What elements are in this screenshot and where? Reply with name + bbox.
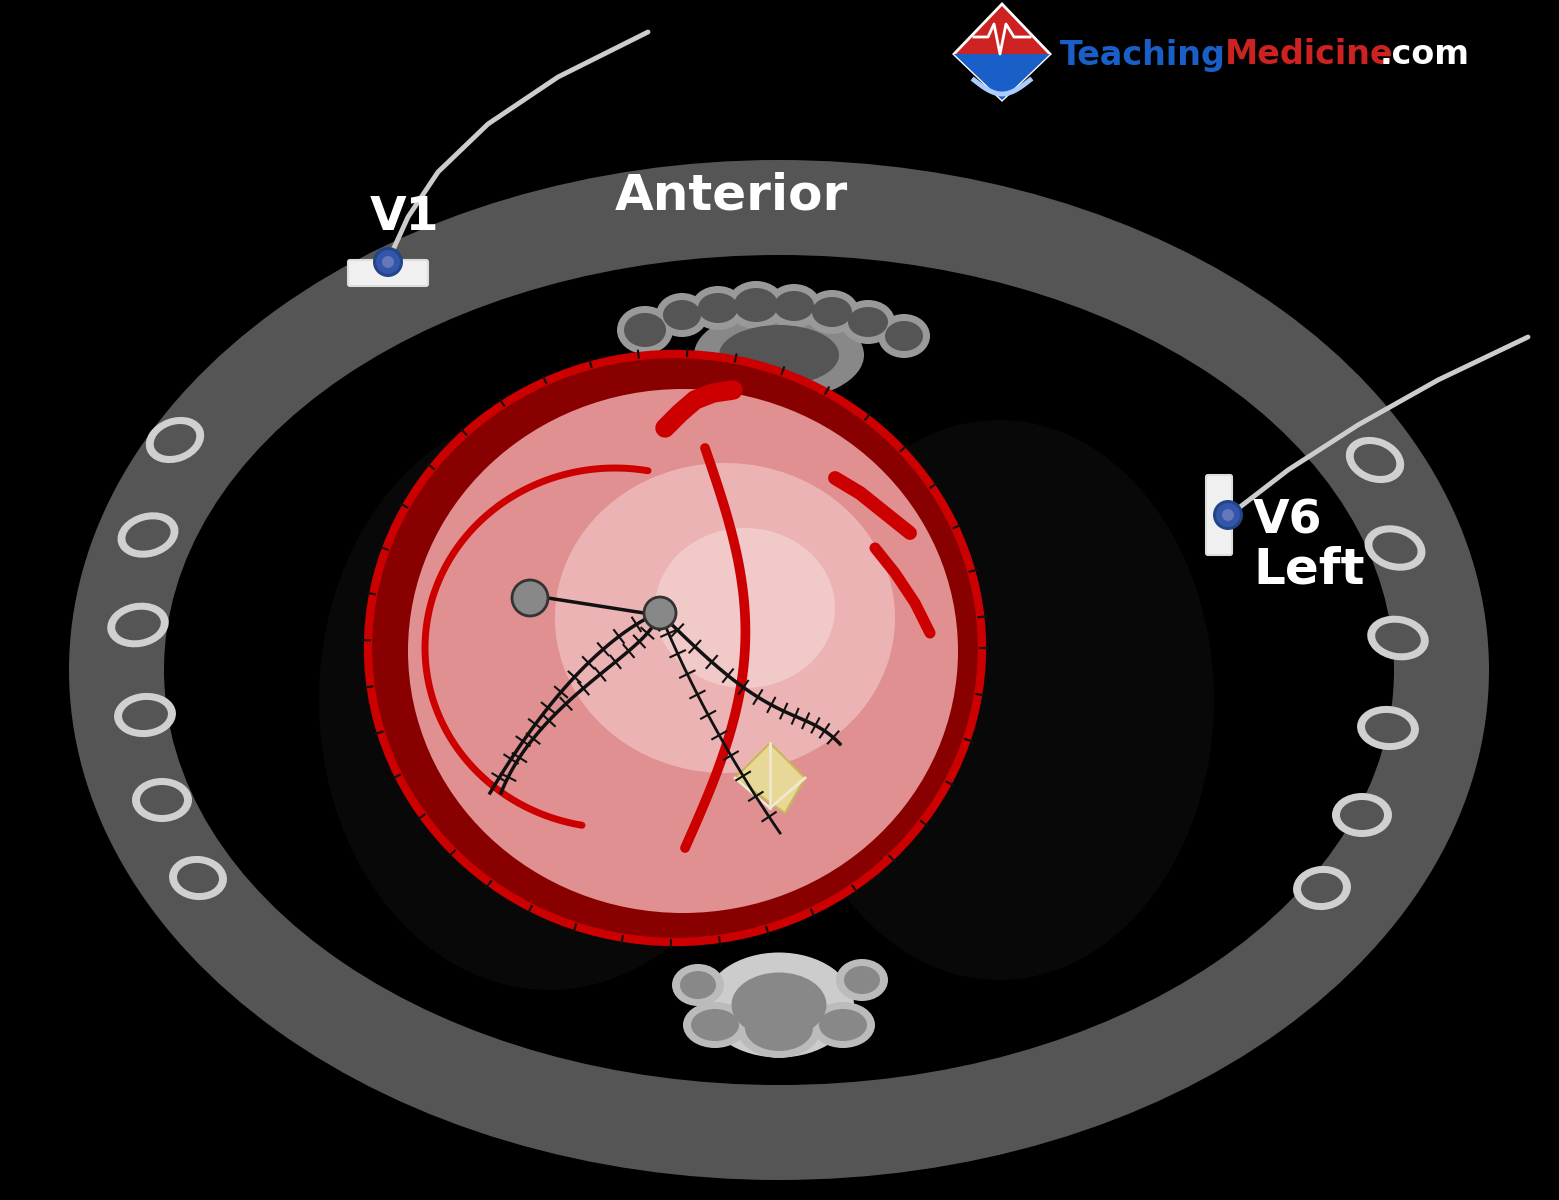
Ellipse shape xyxy=(408,389,957,913)
Polygon shape xyxy=(734,743,804,814)
Circle shape xyxy=(1216,503,1239,527)
Ellipse shape xyxy=(133,778,192,822)
Ellipse shape xyxy=(731,972,826,1038)
Ellipse shape xyxy=(745,1006,812,1051)
Ellipse shape xyxy=(1341,800,1384,830)
Ellipse shape xyxy=(691,1009,739,1040)
Ellipse shape xyxy=(694,310,864,400)
Ellipse shape xyxy=(125,520,170,551)
Ellipse shape xyxy=(843,966,879,994)
Ellipse shape xyxy=(767,284,822,328)
FancyBboxPatch shape xyxy=(348,260,429,286)
Ellipse shape xyxy=(117,512,178,558)
Ellipse shape xyxy=(178,863,218,893)
Ellipse shape xyxy=(663,300,702,330)
Circle shape xyxy=(511,580,549,616)
Ellipse shape xyxy=(804,290,859,334)
Ellipse shape xyxy=(1366,713,1411,743)
Ellipse shape xyxy=(1302,872,1342,904)
Ellipse shape xyxy=(848,307,889,337)
Ellipse shape xyxy=(683,1002,747,1048)
Ellipse shape xyxy=(1356,706,1419,750)
Text: Anterior: Anterior xyxy=(614,172,848,220)
Polygon shape xyxy=(954,4,1051,100)
Ellipse shape xyxy=(168,856,228,900)
Ellipse shape xyxy=(1353,444,1397,476)
FancyBboxPatch shape xyxy=(1207,475,1232,554)
Ellipse shape xyxy=(672,964,723,1006)
Ellipse shape xyxy=(818,1009,867,1040)
Ellipse shape xyxy=(1345,437,1405,484)
Ellipse shape xyxy=(655,528,836,688)
Ellipse shape xyxy=(705,953,854,1057)
Ellipse shape xyxy=(698,293,737,323)
Ellipse shape xyxy=(878,314,931,358)
Ellipse shape xyxy=(114,692,176,737)
Ellipse shape xyxy=(617,306,673,354)
Circle shape xyxy=(1213,500,1243,530)
Circle shape xyxy=(382,256,394,268)
Ellipse shape xyxy=(1364,526,1425,571)
Circle shape xyxy=(376,250,401,274)
Ellipse shape xyxy=(691,286,745,330)
Circle shape xyxy=(373,247,402,277)
Ellipse shape xyxy=(108,602,168,647)
Circle shape xyxy=(1222,509,1235,521)
Text: .com: .com xyxy=(1380,38,1470,72)
Ellipse shape xyxy=(69,160,1489,1180)
Ellipse shape xyxy=(122,700,168,730)
Ellipse shape xyxy=(773,290,814,320)
Text: V1: V1 xyxy=(369,194,440,240)
Ellipse shape xyxy=(1375,623,1420,653)
Ellipse shape xyxy=(811,1002,875,1048)
Ellipse shape xyxy=(784,420,1214,980)
Text: V6: V6 xyxy=(1253,498,1322,542)
Ellipse shape xyxy=(680,971,716,998)
Ellipse shape xyxy=(154,424,196,456)
Ellipse shape xyxy=(1372,533,1417,564)
Ellipse shape xyxy=(719,325,839,385)
Circle shape xyxy=(644,596,677,629)
Ellipse shape xyxy=(734,288,778,322)
Ellipse shape xyxy=(1331,793,1392,838)
Polygon shape xyxy=(954,54,1051,100)
Text: Teaching: Teaching xyxy=(1060,38,1225,72)
Ellipse shape xyxy=(555,463,895,773)
Ellipse shape xyxy=(624,313,666,347)
Ellipse shape xyxy=(840,300,895,344)
Ellipse shape xyxy=(836,959,889,1001)
Ellipse shape xyxy=(140,785,184,815)
Text: Left: Left xyxy=(1253,545,1364,593)
Ellipse shape xyxy=(320,410,780,990)
Ellipse shape xyxy=(812,296,853,326)
Ellipse shape xyxy=(737,998,822,1058)
Ellipse shape xyxy=(886,320,923,350)
Text: Medicine: Medicine xyxy=(1225,38,1394,72)
Ellipse shape xyxy=(164,254,1394,1085)
Ellipse shape xyxy=(368,354,982,942)
Ellipse shape xyxy=(1367,616,1428,660)
Ellipse shape xyxy=(656,293,708,337)
Ellipse shape xyxy=(115,610,161,641)
Ellipse shape xyxy=(726,281,786,329)
Ellipse shape xyxy=(147,416,204,463)
Ellipse shape xyxy=(1292,866,1352,910)
